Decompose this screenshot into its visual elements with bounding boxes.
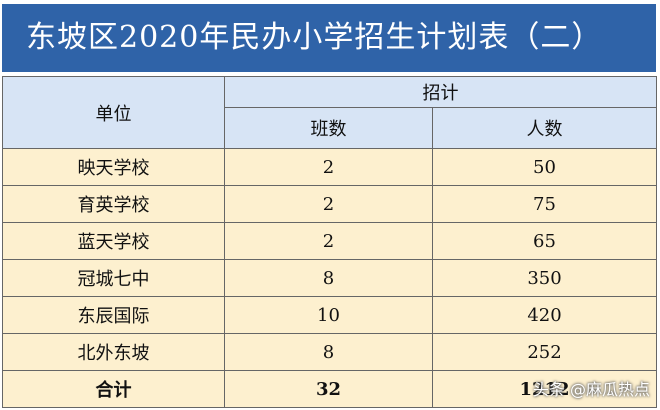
table-cell: 北外东坡: [2, 333, 225, 371]
table-cell: 420: [432, 296, 657, 334]
enrollment-table: 单位 招计 班数 人数 映天学校 2 50 育英学校 2 75 蓝天学校 2 65 冠城七中 8 35…: [2, 76, 657, 408]
table-row: 映天学校 2 50: [2, 148, 657, 186]
table-cell: 75: [432, 185, 657, 223]
table-row: 北外东坡 8 252: [2, 333, 657, 371]
table-cell: 32: [224, 370, 433, 408]
table-cell: 东辰国际: [2, 296, 225, 334]
header-row: 单位 招计: [2, 76, 657, 149]
table-cell: 65: [432, 222, 657, 260]
table-cell: 育英学校: [2, 185, 225, 223]
table-cell: 1212: [432, 370, 657, 408]
header-cell: 班数: [224, 107, 433, 149]
table-cell: 2: [224, 185, 433, 223]
table-cell: 350: [432, 259, 657, 297]
table-row: 冠城七中 8 350: [2, 259, 657, 297]
title-bar: 东坡区2020年民办小学招生计划表（二）: [2, 4, 656, 72]
table-row: 蓝天学校 2 65: [2, 222, 657, 260]
table-cell: 冠城七中: [2, 259, 225, 297]
table-row: 育英学校 2 75: [2, 185, 657, 223]
table-cell: 合计: [2, 370, 225, 408]
watermark: 头条 @麻瓜热点: [532, 380, 650, 399]
table-cell: 2: [224, 222, 433, 260]
table-cell: 8: [224, 259, 433, 297]
header-cell: 单位: [2, 76, 225, 149]
table-cell: 映天学校: [2, 148, 225, 186]
table-cell: 50: [432, 148, 657, 186]
table-cell: 252: [432, 333, 657, 371]
table-cell: 8: [224, 333, 433, 371]
table-cell: 蓝天学校: [2, 222, 225, 260]
table-cell: 10: [224, 296, 433, 334]
table-row: 东辰国际 10 420: [2, 296, 657, 334]
table-row: 合计 32 1212: [2, 370, 657, 408]
header-cell: 招计: [224, 76, 657, 108]
header-cell: 人数: [432, 107, 657, 149]
header-row: 班数 人数: [3, 107, 657, 149]
table-cell: 2: [224, 148, 433, 186]
